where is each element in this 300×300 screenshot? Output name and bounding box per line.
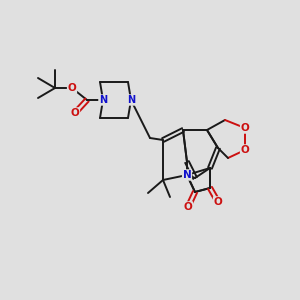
Text: N: N [99, 95, 107, 105]
Text: O: O [241, 145, 249, 155]
Text: O: O [214, 197, 222, 207]
Text: O: O [184, 202, 192, 212]
Text: N: N [183, 170, 191, 180]
Text: O: O [241, 123, 249, 133]
Text: O: O [70, 108, 80, 118]
Text: O: O [68, 83, 76, 93]
Text: N: N [127, 95, 135, 105]
